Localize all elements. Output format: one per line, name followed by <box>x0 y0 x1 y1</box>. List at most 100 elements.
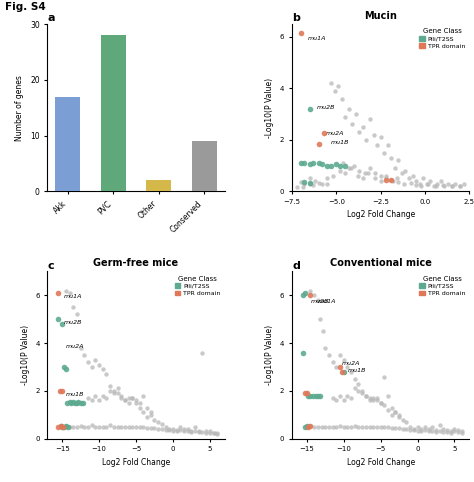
Point <box>301 178 308 186</box>
Point <box>128 423 136 430</box>
Point <box>318 423 325 430</box>
Point <box>57 422 64 430</box>
Point <box>57 422 64 430</box>
Point <box>155 418 162 426</box>
Point <box>366 397 374 404</box>
Point <box>103 394 110 402</box>
Point <box>110 423 118 430</box>
Text: mu2B: mu2B <box>310 298 329 304</box>
Point <box>366 423 374 430</box>
Point <box>345 164 353 172</box>
Point <box>306 105 313 113</box>
Y-axis label: -Log10(P Value): -Log10(P Value) <box>21 325 30 385</box>
Point <box>314 296 322 304</box>
Text: mu1A: mu1A <box>64 294 82 299</box>
Point <box>329 358 337 366</box>
Point <box>334 82 342 90</box>
Point <box>103 423 110 430</box>
Point <box>455 427 462 434</box>
Point <box>427 177 434 185</box>
Point <box>162 423 169 430</box>
Point <box>56 387 64 395</box>
Point <box>202 428 210 435</box>
Point <box>338 95 346 103</box>
Text: mu2B: mu2B <box>64 320 82 325</box>
Point <box>458 429 465 437</box>
Point <box>176 427 184 434</box>
Point <box>199 428 206 436</box>
Point <box>381 149 388 157</box>
Point <box>114 389 121 397</box>
Point <box>99 365 107 373</box>
Point <box>210 429 218 437</box>
Point <box>339 159 347 167</box>
Point <box>373 397 381 404</box>
Point <box>405 174 413 182</box>
Point <box>352 110 360 118</box>
Point <box>327 80 335 87</box>
Point <box>88 422 95 429</box>
Point <box>377 177 384 185</box>
Point <box>377 134 384 141</box>
Point <box>412 181 420 188</box>
Point <box>347 394 355 402</box>
Point <box>176 423 184 430</box>
Point <box>60 363 67 371</box>
Point <box>373 394 381 402</box>
Point <box>355 380 362 388</box>
Point <box>158 425 166 433</box>
Point <box>319 180 326 188</box>
Point <box>307 422 314 430</box>
Point <box>70 423 77 430</box>
Point <box>460 180 468 187</box>
Point <box>455 428 462 436</box>
Point <box>91 423 99 430</box>
Point <box>395 413 403 421</box>
Point <box>362 392 370 400</box>
Point <box>382 174 390 182</box>
Point <box>346 164 354 172</box>
Text: c: c <box>47 261 54 271</box>
Point <box>310 181 317 188</box>
Point <box>369 397 377 404</box>
Point <box>136 399 144 407</box>
Point <box>121 423 129 430</box>
Point <box>106 387 114 395</box>
Point <box>340 368 347 375</box>
Point <box>410 425 418 433</box>
Point <box>381 402 388 409</box>
Point <box>407 179 415 187</box>
Point <box>444 180 452 187</box>
Point <box>382 176 390 184</box>
Point <box>363 136 370 144</box>
Point <box>331 87 338 95</box>
Point <box>301 389 309 397</box>
Y-axis label: Number of genes: Number of genes <box>16 75 25 141</box>
Point <box>62 287 70 295</box>
Point <box>307 292 314 299</box>
Point <box>392 409 399 416</box>
Point <box>388 411 395 418</box>
Point <box>99 392 107 400</box>
Point <box>184 425 191 433</box>
Point <box>106 382 114 390</box>
Point <box>213 429 221 437</box>
Point <box>88 363 95 371</box>
Point <box>132 399 140 407</box>
Point <box>188 428 195 435</box>
Point <box>91 392 99 400</box>
Point <box>136 423 144 430</box>
Point <box>381 373 388 380</box>
Point <box>369 394 377 402</box>
Point <box>306 179 313 187</box>
Point <box>382 172 390 180</box>
Point <box>140 423 147 430</box>
Point <box>132 423 140 430</box>
Point <box>301 159 308 167</box>
Point <box>58 423 66 430</box>
Point <box>384 141 392 149</box>
Point <box>118 394 125 402</box>
Point <box>66 398 73 405</box>
Point <box>180 425 188 433</box>
Point <box>143 413 151 421</box>
